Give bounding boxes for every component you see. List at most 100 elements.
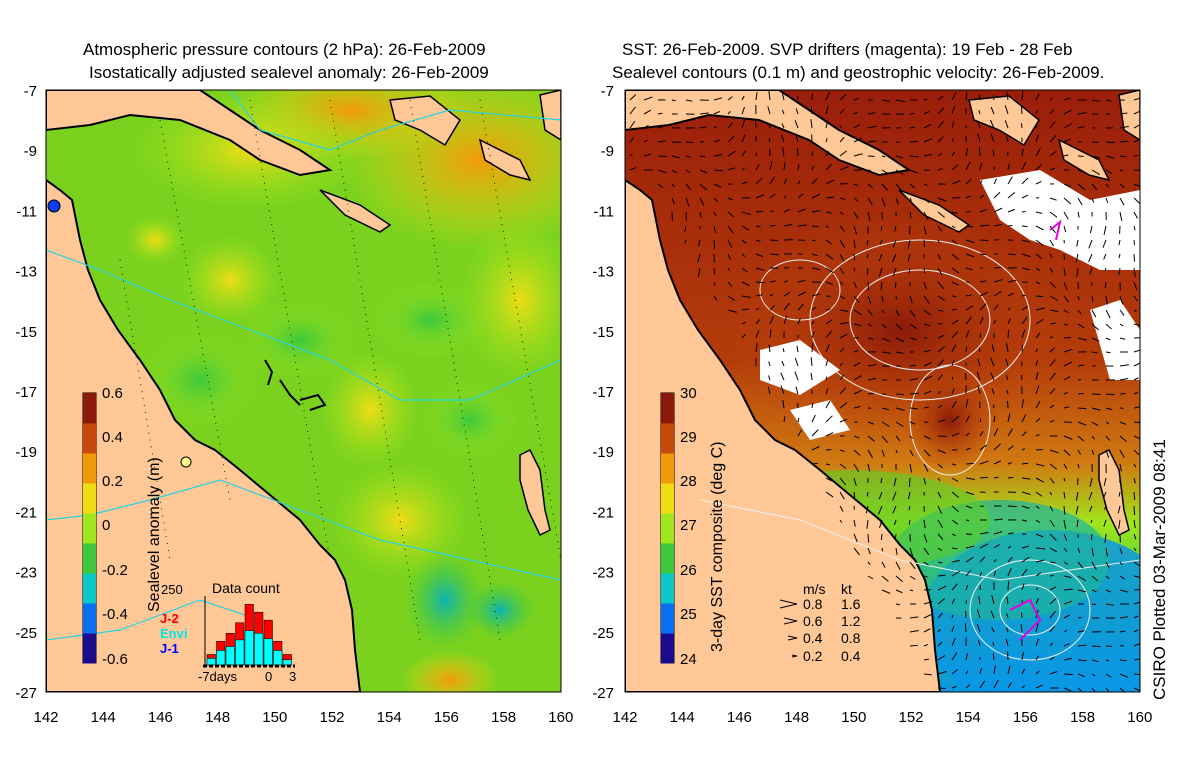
lon-tick-right: 150 [841, 709, 866, 726]
lat-tick-right: -25 [592, 625, 614, 642]
lon-tick-left: 156 [434, 709, 459, 726]
land-australia-right [625, 178, 942, 692]
inset-bar-envi [225, 646, 235, 666]
inset-bar-envi [235, 639, 245, 666]
lon-tick-left: 160 [548, 709, 573, 726]
lat-tick-right: -9 [601, 143, 614, 160]
velocity-row-0-kt: 1.6 [841, 596, 861, 612]
left-cbar-tick-5: -0.4 [102, 606, 128, 623]
right-colorbar-swatch [661, 633, 674, 664]
land-png-right [625, 90, 912, 177]
left-colorbar: 0.6 0.4 0.2 0 -0.2 -0.4 -0.6 Sealevel an… [82, 385, 163, 668]
right-title-line1: SST: 26-Feb-2009. SVP drifters (magenta)… [622, 40, 1073, 59]
lon-tick-left: 150 [262, 709, 287, 726]
left-colorbar-swatch [83, 423, 96, 454]
inset-bar-envi [206, 658, 216, 666]
left-colorbar-swatch [83, 603, 96, 634]
land-png-left [46, 90, 333, 177]
velocity-legend: m/s kt 0.8 1.6 0.6 1.2 0.4 0.8 0.2 0.4 [779, 581, 861, 664]
left-cbar-tick-1: 0.4 [102, 429, 123, 446]
left-colorbar-ticks: 0.6 0.4 0.2 0 -0.2 -0.4 -0.6 [102, 385, 128, 668]
left-map-frame [45, 89, 562, 693]
left-colorbar-swatch [83, 453, 96, 484]
lat-tick-left: -25 [15, 625, 37, 642]
lon-tick-left: 148 [205, 709, 230, 726]
lon-tick-left: 154 [377, 709, 402, 726]
lat-tick-right: -27 [592, 685, 614, 702]
lon-tick-right: 142 [612, 709, 637, 726]
right-colorbar-swatch [661, 393, 674, 424]
left-cbar-tick-0: 0.6 [102, 385, 123, 402]
right-cbar-tick-6: 24 [680, 651, 697, 668]
inset-ymax: 250 [161, 582, 183, 597]
left-title-line1: Atmospheric pressure contours (2 hPa): 2… [83, 40, 486, 59]
inset-bar-envi [282, 659, 292, 666]
lon-tick-right: 156 [1013, 709, 1038, 726]
station-marker-blue [47, 199, 61, 213]
plotted-timestamp: CSIRO Plotted 03-Mar-2009 08:41 [1150, 439, 1169, 700]
lon-tick-right: 154 [956, 709, 981, 726]
inset-legend-j2: J-2 [160, 611, 179, 626]
lon-tick-left: 152 [319, 709, 344, 726]
lat-tick-left: -13 [15, 264, 37, 281]
lat-tick-left: -21 [15, 504, 37, 521]
lon-tick-right: 158 [1070, 709, 1095, 726]
left-map [46, 90, 561, 692]
left-title-line2: Isostatically adjusted sealevel anomaly:… [89, 63, 489, 82]
inset-xlabel-end: 3 [289, 669, 296, 684]
inset-xlabel-start: -7days [198, 669, 238, 684]
right-title-line2: Sealevel contours (0.1 m) and geostrophi… [612, 63, 1105, 82]
right-cbar-tick-4: 26 [680, 562, 697, 579]
lat-tick-right: -15 [592, 324, 614, 341]
inset-xlabel-zero: 0 [265, 669, 272, 684]
right-cbar-tick-2: 28 [680, 473, 697, 490]
left-cbar-tick-6: -0.6 [102, 651, 128, 668]
right-colorbar-swatch [661, 573, 674, 604]
velocity-row-3-ms: 0.2 [803, 648, 823, 664]
velocity-row-0-ms: 0.8 [803, 596, 823, 612]
lat-tick-left: -15 [15, 324, 37, 341]
left-colorbar-swatch [83, 393, 96, 424]
velocity-row-3-kt: 0.4 [841, 648, 861, 664]
data-count-inset: Data count 250 J-2 Envi J-1 -7days 0 3 [160, 580, 296, 684]
lon-tick-right: 146 [727, 709, 752, 726]
station-marker-yellow [180, 456, 192, 468]
velocity-row-1-ms: 0.6 [803, 613, 823, 629]
inset-bar-envi [254, 633, 264, 666]
lat-tick-right: -17 [592, 384, 614, 401]
velocity-row-1-kt: 1.2 [841, 613, 861, 629]
right-colorbar-swatch [661, 423, 674, 454]
lat-tick-left: -27 [15, 685, 37, 702]
lat-tick-left: -7 [24, 83, 37, 100]
lon-tick-left: 158 [491, 709, 516, 726]
lon-tick-left: 142 [33, 709, 58, 726]
inset-title: Data count [212, 580, 280, 596]
lon-tick-right: 144 [670, 709, 695, 726]
lat-tick-left: -9 [24, 143, 37, 160]
right-map-frame [624, 89, 1141, 693]
right-colorbar-swatch [661, 513, 674, 544]
velocity-row-2-kt: 0.8 [841, 630, 861, 646]
velocity-legend-kt-header: kt [841, 581, 852, 597]
lat-tick-right: -13 [592, 264, 614, 281]
right-colorbar-swatch [661, 483, 674, 514]
lon-tick-left: 144 [91, 709, 116, 726]
right-cbar-tick-1: 29 [680, 429, 697, 446]
left-colorbar-label: Sealevel anomaly (m) [146, 457, 163, 612]
left-lon-axis: 142 144 146 148 150 152 154 156 158 160 [33, 709, 573, 726]
left-colorbar-swatch [83, 513, 96, 544]
left-lat-axis: -7 -9 -11 -13 -15 -17 -19 -21 -23 -25 -27 [15, 83, 37, 702]
right-colorbar-label: 3-day SST composite (deg C) [709, 442, 726, 652]
lat-tick-right: -7 [601, 83, 614, 100]
right-cbar-tick-5: 25 [680, 606, 697, 623]
right-colorbar-swatch [661, 543, 674, 574]
lat-tick-right: -19 [592, 444, 614, 461]
left-colorbar-swatch [83, 633, 96, 664]
inset-bar-envi [273, 650, 283, 666]
right-colorbar-swatch [661, 603, 674, 634]
lat-tick-right: -23 [592, 565, 614, 582]
left-cbar-tick-4: -0.2 [102, 562, 128, 579]
inset-bar-envi [216, 650, 226, 666]
left-colorbar-swatch [83, 573, 96, 604]
